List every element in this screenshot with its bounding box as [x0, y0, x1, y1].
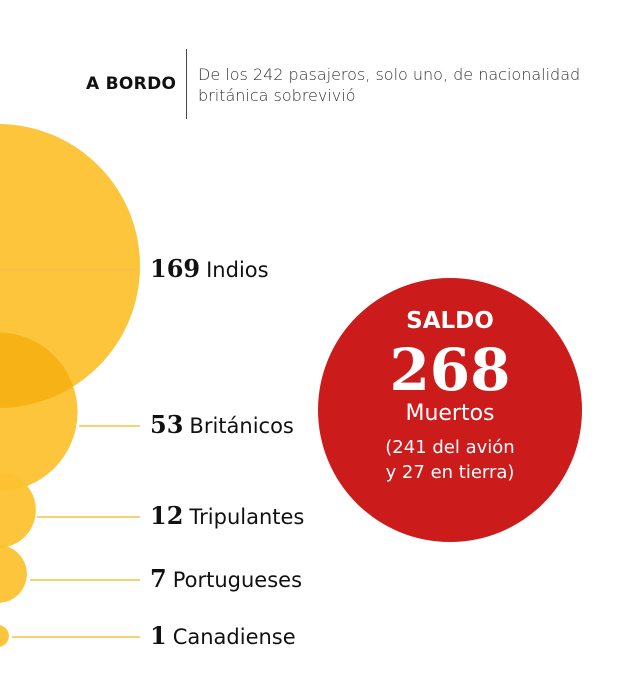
summary-note: (241 del avión y 27 en tierra): [318, 435, 582, 485]
summary-note-line1: (241 del avión: [385, 437, 515, 458]
bubble-portugueses: [0, 545, 27, 603]
data-label-indios: 169 Indios: [150, 254, 269, 283]
data-label-portugueses: 7 Portugueses: [150, 564, 302, 593]
data-value: 7: [150, 564, 167, 593]
bubble-tripulantes: [0, 472, 36, 548]
bubbles: [0, 124, 140, 647]
summary-value: 268: [389, 336, 511, 404]
data-category: Canadiense: [173, 625, 296, 649]
data-label-británicos: 53 Británicos: [150, 410, 294, 439]
header-title: A BORDO: [86, 74, 177, 94]
summary-circle: [318, 278, 582, 542]
data-value: 169: [150, 254, 200, 283]
bubble-canadiense: [0, 625, 9, 647]
data-value: 53: [150, 410, 183, 439]
data-value: 1: [150, 621, 167, 650]
data-label-tripulantes: 12 Tripulantes: [150, 501, 304, 530]
bubble-indios: [0, 124, 140, 408]
header-description: De los 242 pasajeros, solo uno, de nacio…: [198, 65, 581, 105]
summary-note-line2: y 27 en tierra): [385, 462, 515, 483]
data-category: Portugueses: [173, 568, 302, 592]
summary-label: SALDO: [406, 308, 494, 334]
data-value: 12: [150, 501, 183, 530]
data-category: Tripulantes: [188, 505, 304, 529]
header-divider: [186, 49, 187, 119]
bubble-overlap: [0, 332, 78, 408]
summary-unit: Muertos: [405, 401, 495, 426]
data-category: Británicos: [189, 414, 293, 438]
data-label-canadiense: 1 Canadiense: [150, 621, 296, 650]
data-category: Indios: [206, 258, 268, 282]
